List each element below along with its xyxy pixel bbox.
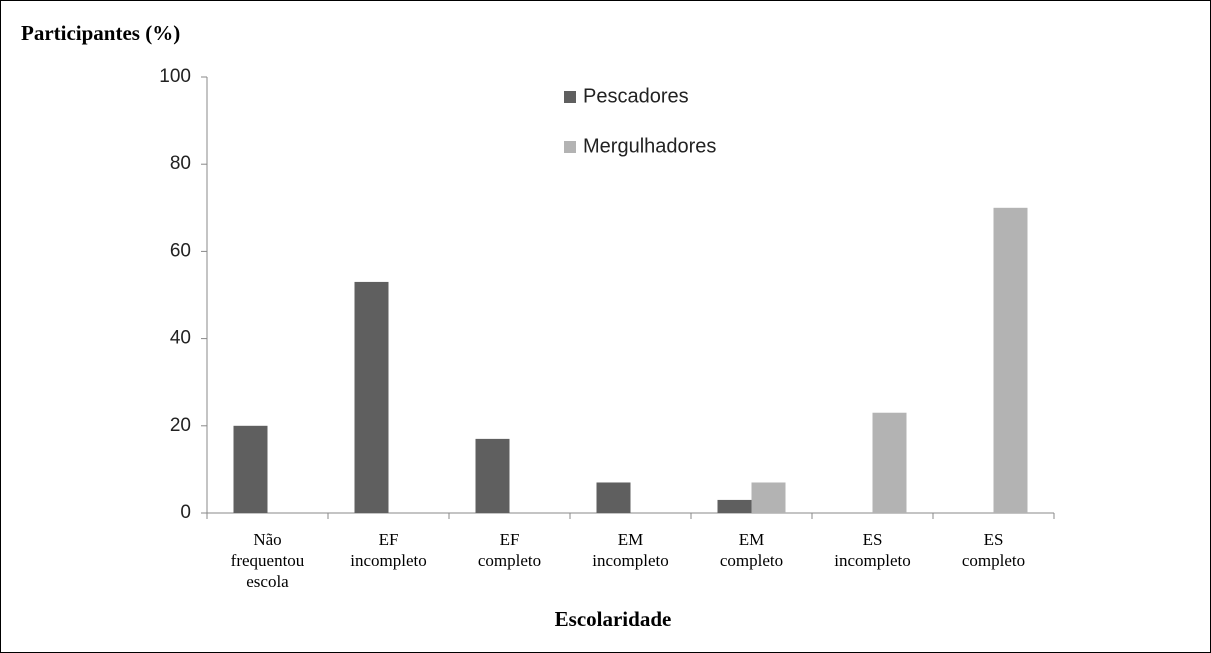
x-tick-label: EM completo <box>719 530 784 570</box>
x-axis-title: Escolaridade <box>554 607 672 631</box>
bar <box>233 425 268 513</box>
y-tick-label: 100 <box>159 66 191 87</box>
legend-swatch <box>564 91 576 103</box>
y-tick-label: 0 <box>180 502 191 523</box>
bar <box>354 281 389 513</box>
chart-title: Participantes (%) <box>21 21 181 45</box>
bar <box>717 499 752 513</box>
x-tick-label: ES incompleto <box>834 530 911 570</box>
legend-label: Pescadores <box>583 85 689 107</box>
legend-swatch <box>564 141 576 153</box>
bar <box>475 438 510 513</box>
bar <box>872 412 907 513</box>
x-tick-label: EF incompleto <box>350 530 427 570</box>
x-tick-label: Não frequentou escola <box>230 530 305 591</box>
y-tick-label: 60 <box>170 240 191 261</box>
x-tick-label: EF completo <box>477 530 542 570</box>
x-tick-label: EM incompleto <box>592 530 669 570</box>
bar <box>596 482 631 513</box>
bar <box>751 482 786 513</box>
y-tick-label: 80 <box>170 153 191 174</box>
x-tick-label: ES completo <box>961 530 1026 570</box>
bar <box>993 207 1028 514</box>
y-tick-label: 40 <box>170 328 191 349</box>
y-tick-label: 20 <box>170 415 191 436</box>
legend-label: Mergulhadores <box>583 135 716 157</box>
